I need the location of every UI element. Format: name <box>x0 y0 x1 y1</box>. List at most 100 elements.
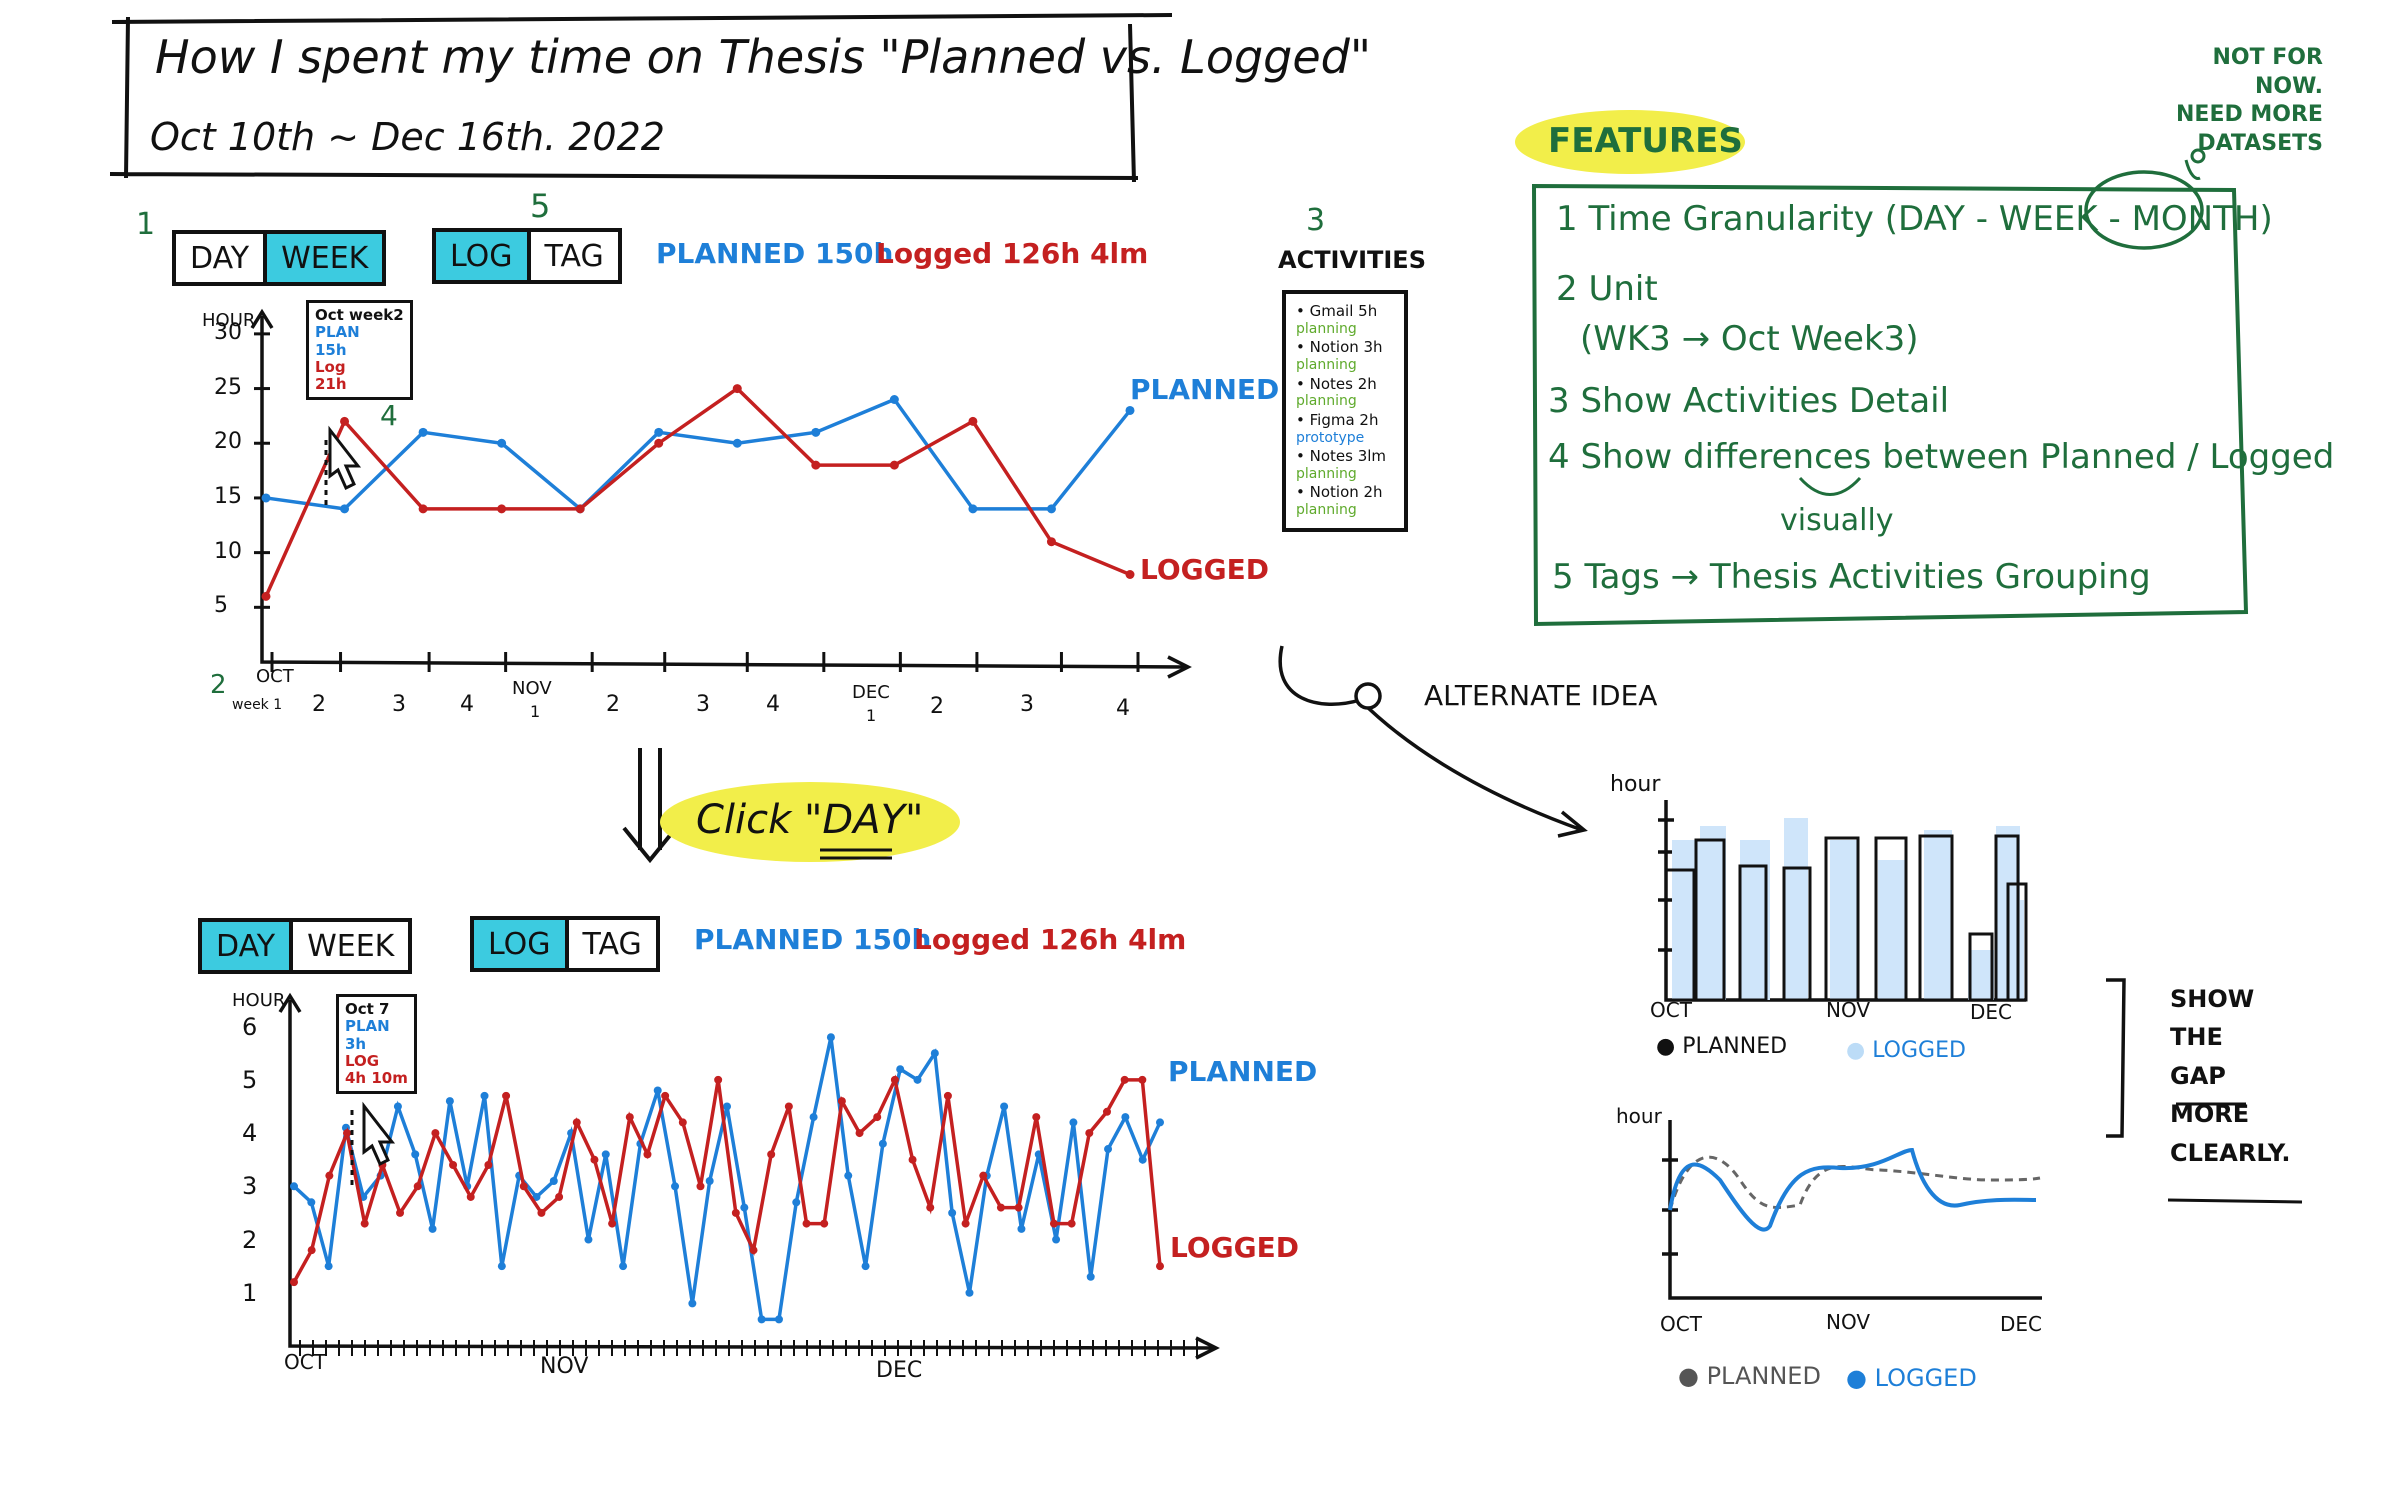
gap-note-line-5: CLEARLY. <box>2170 1138 2291 1167</box>
logged-swatch-icon: ● <box>1846 1038 1866 1063</box>
feature-3-number: 3 <box>1548 381 1570 421</box>
weekly-x-tick-label: 3 <box>696 692 710 717</box>
alt-bar-logged <box>1700 826 1726 1000</box>
daily-point <box>343 1129 352 1138</box>
weekly-point <box>968 504 978 514</box>
daily-point <box>360 1219 369 1228</box>
weekly-y-axis-label: HOUR <box>202 310 256 331</box>
alt-bar-planned <box>2006 882 2028 1002</box>
daily-point <box>307 1198 316 1207</box>
daily-point <box>519 1182 528 1191</box>
activity-item[interactable]: • Notes 2h <box>1296 374 1377 393</box>
date-range: Oct 10th ~ Dec 16th. 2022 <box>150 115 665 159</box>
daily-y-tick-label: 6 <box>242 1012 258 1041</box>
activity-item[interactable]: • Notion 3h <box>1296 338 1383 357</box>
activity-tag: planning <box>1296 393 1357 410</box>
alt-bar-legend-planned: ● PLANNED <box>1656 1034 1788 1059</box>
activity-item[interactable]: • Figma 2h <box>1296 410 1379 429</box>
daily-point <box>844 1171 853 1180</box>
daily-point <box>431 1129 440 1138</box>
side-note-line-3: NEED MORE <box>2176 102 2323 128</box>
alt-bar-x-oct: OCT <box>1650 998 1692 1022</box>
daily-point <box>584 1235 593 1244</box>
weekly-point <box>340 504 350 514</box>
caption-underline <box>820 848 892 860</box>
feature-5-number: 5 <box>1552 557 1574 597</box>
click-day-caption: Click "DAY" <box>696 797 924 843</box>
daily-point <box>608 1219 617 1228</box>
daily-point <box>802 1219 811 1228</box>
daily-log-button[interactable]: LOG <box>474 920 569 968</box>
daily-point <box>1120 1075 1129 1084</box>
weekly-day-button[interactable]: DAY <box>176 234 268 282</box>
weekly-point <box>575 504 585 514</box>
weekly-x-tick-label: 4 <box>766 692 780 717</box>
gap-note: SHOW THE GAP MORE CLEARLY. <box>2170 980 2290 1172</box>
weekly-planned-label: PLANNED <box>1130 373 1280 406</box>
daily-point <box>873 1113 882 1122</box>
daily-point <box>1017 1224 1026 1233</box>
daily-point <box>979 1171 988 1180</box>
weekly-point <box>261 591 271 601</box>
alt-bar-x-nov: NOV <box>1826 998 1871 1022</box>
weekly-line-planned <box>265 397 1132 512</box>
weekly-y-tick-label: 10 <box>214 538 242 564</box>
daily-point <box>943 1091 952 1100</box>
daily-day-button[interactable]: DAY <box>202 922 294 970</box>
weekly-week-button[interactable]: WEEK <box>267 234 383 282</box>
daily-point <box>809 1113 818 1122</box>
weekly-point <box>261 493 271 503</box>
daily-y-tick-label: 1 <box>242 1278 258 1307</box>
daily-x-tick-month: OCT <box>284 1350 326 1374</box>
daily-point <box>643 1150 652 1159</box>
alternate-connector-dot <box>1354 682 1382 710</box>
daily-point <box>1049 1219 1058 1228</box>
daily-point <box>723 1102 731 1111</box>
weekly-tag-button[interactable]: TAG <box>544 238 604 274</box>
weekly-point <box>889 395 899 404</box>
caption-highlight <box>660 782 960 862</box>
daily-point <box>855 1129 864 1138</box>
weekly-x-tick-label: 1 <box>866 706 877 725</box>
daily-point <box>1085 1129 1094 1138</box>
activity-item[interactable]: • Gmail 5h <box>1296 302 1378 320</box>
daily-point <box>661 1091 670 1100</box>
side-note-line-4: DATASETS <box>2197 130 2323 156</box>
feature-1: 1 Time Granularity (DAY - WEEK - MONTH) <box>1556 202 2273 236</box>
weekly-x-tick-label: 3 <box>1020 692 1034 717</box>
daily-point <box>625 1113 634 1122</box>
daily-week-button[interactable]: WEEK <box>307 928 395 964</box>
gap-note-line-3: GAP <box>2170 1061 2226 1090</box>
alternate-label: ALTERNATE IDEA <box>1424 679 1658 712</box>
daily-y-tick-label: 4 <box>242 1119 258 1148</box>
weekly-mode-toggle: LOG TAG <box>432 228 622 284</box>
alternate-connector <box>1278 645 1588 838</box>
daily-tag-button[interactable]: TAG <box>582 926 642 962</box>
daily-tooltip-plan-value: 3h <box>345 1034 367 1053</box>
gap-bracket <box>2106 978 2126 1138</box>
weekly-x-tick-label: week 1 <box>232 697 283 713</box>
weekly-cursor-icon <box>328 425 362 491</box>
activity-item[interactable]: • Notes 3lm <box>1296 447 1387 465</box>
daily-series-planned <box>290 1033 1164 1324</box>
daily-point <box>307 1246 316 1255</box>
daily-point <box>731 1208 740 1217</box>
daily-planned-total: PLANNED 150h <box>694 923 932 956</box>
month-circle <box>2084 170 2204 250</box>
daily-x-tick-month: DEC <box>876 1358 923 1383</box>
side-note-line-2: NOW. <box>2255 73 2323 99</box>
daily-point <box>1102 1107 1111 1116</box>
feature-2-number: 2 <box>1556 269 1578 309</box>
daily-point <box>774 1315 783 1324</box>
daily-point <box>590 1155 599 1164</box>
weekly-x-tick-month: DEC <box>852 682 890 703</box>
daily-series-logged <box>290 1074 1164 1287</box>
activity-tag: planning <box>1296 357 1357 373</box>
activity-item[interactable]: • Notion 2h <box>1296 483 1383 502</box>
weekly-log-button[interactable]: LOG <box>436 232 531 280</box>
alt-bar-logged <box>1924 830 1952 1000</box>
daily-point <box>965 1288 974 1297</box>
daily-y-tick-label: 3 <box>242 1172 258 1201</box>
features-side-note: NOT FOR NOW. NEED MORE DATASETS <box>2176 44 2323 158</box>
daily-point <box>890 1075 899 1084</box>
